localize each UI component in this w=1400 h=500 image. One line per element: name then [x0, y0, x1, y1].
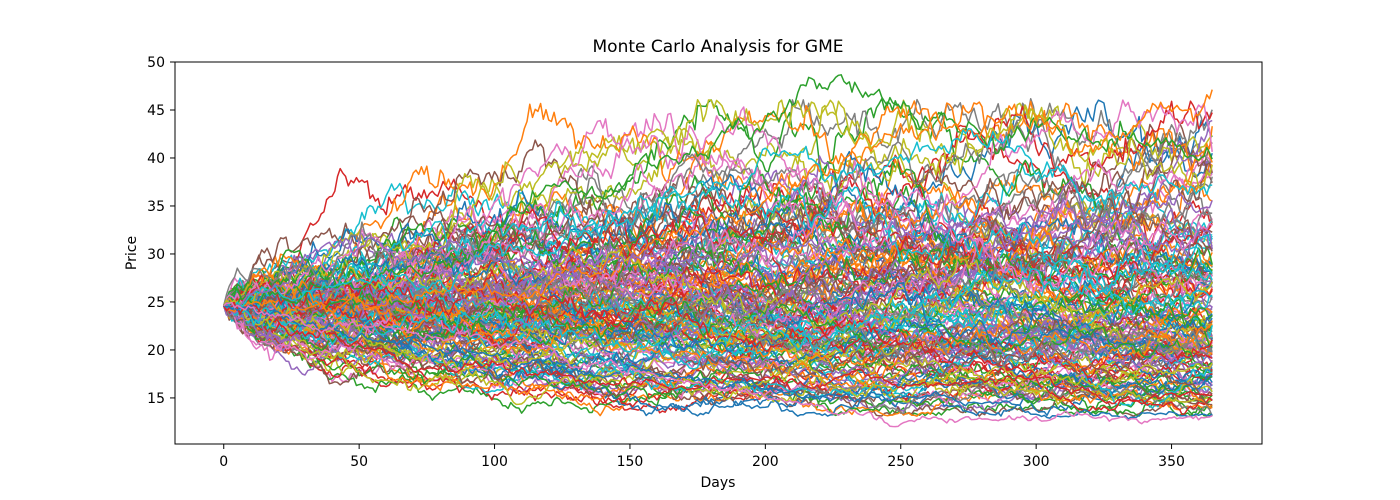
simulation-path: [223, 98, 1213, 309]
x-tick-label: 100: [481, 454, 508, 470]
x-axis-label: Days: [701, 475, 736, 491]
simulation-path: [223, 278, 1213, 417]
simulation-path: [223, 266, 1213, 370]
simulation-path: [223, 161, 1213, 307]
cyan-high-path: [223, 127, 1213, 309]
y-tick-label: 25: [147, 295, 165, 311]
simulation-path: [223, 262, 1213, 380]
simulation-path: [223, 263, 1213, 371]
purple-early-path: [223, 192, 1213, 309]
y-tick-label: 50: [147, 55, 165, 71]
simulation-path: [223, 196, 1213, 357]
red-low-path: [223, 303, 1213, 405]
simulation-path: [223, 299, 1213, 406]
top-orange-path: [223, 89, 1213, 316]
simulation-path: [223, 150, 1213, 328]
simulation-path: [223, 246, 1213, 330]
simulation-path: [223, 233, 1213, 357]
green-peak-path: [223, 74, 1213, 308]
simulation-path: [222, 221, 1213, 368]
x-tick-label: 50: [350, 454, 368, 470]
y-tick-label: 30: [147, 247, 165, 263]
y-tick-label: 35: [147, 199, 165, 215]
chart-title: Monte Carlo Analysis for GME: [593, 37, 844, 57]
y-tick-label: 45: [147, 103, 165, 119]
x-tick-label: 350: [1158, 454, 1185, 470]
simulation-path: [223, 301, 1213, 408]
x-tick-label: 300: [1023, 454, 1050, 470]
simulation-paths: [222, 74, 1213, 428]
simulation-path: [223, 251, 1213, 353]
y-tick-label: 40: [147, 151, 165, 167]
axis-ticks: 0 50 100 150 200 250 300 350 15 20 25 30 35 40 45 50: [147, 55, 1185, 470]
x-tick-label: 150: [617, 454, 644, 470]
plot-border: [174, 61, 1263, 445]
pink-bottom-path: [223, 301, 1213, 428]
x-tick-label: 250: [887, 454, 914, 470]
x-tick-label: 0: [219, 454, 228, 470]
x-tick-label: 200: [752, 454, 779, 470]
y-axis-label: Price: [124, 236, 140, 270]
simulation-path: [222, 178, 1213, 347]
y-tick-label: 20: [147, 343, 165, 359]
blue-low-path: [223, 304, 1213, 420]
y-tick-label: 15: [147, 391, 165, 407]
